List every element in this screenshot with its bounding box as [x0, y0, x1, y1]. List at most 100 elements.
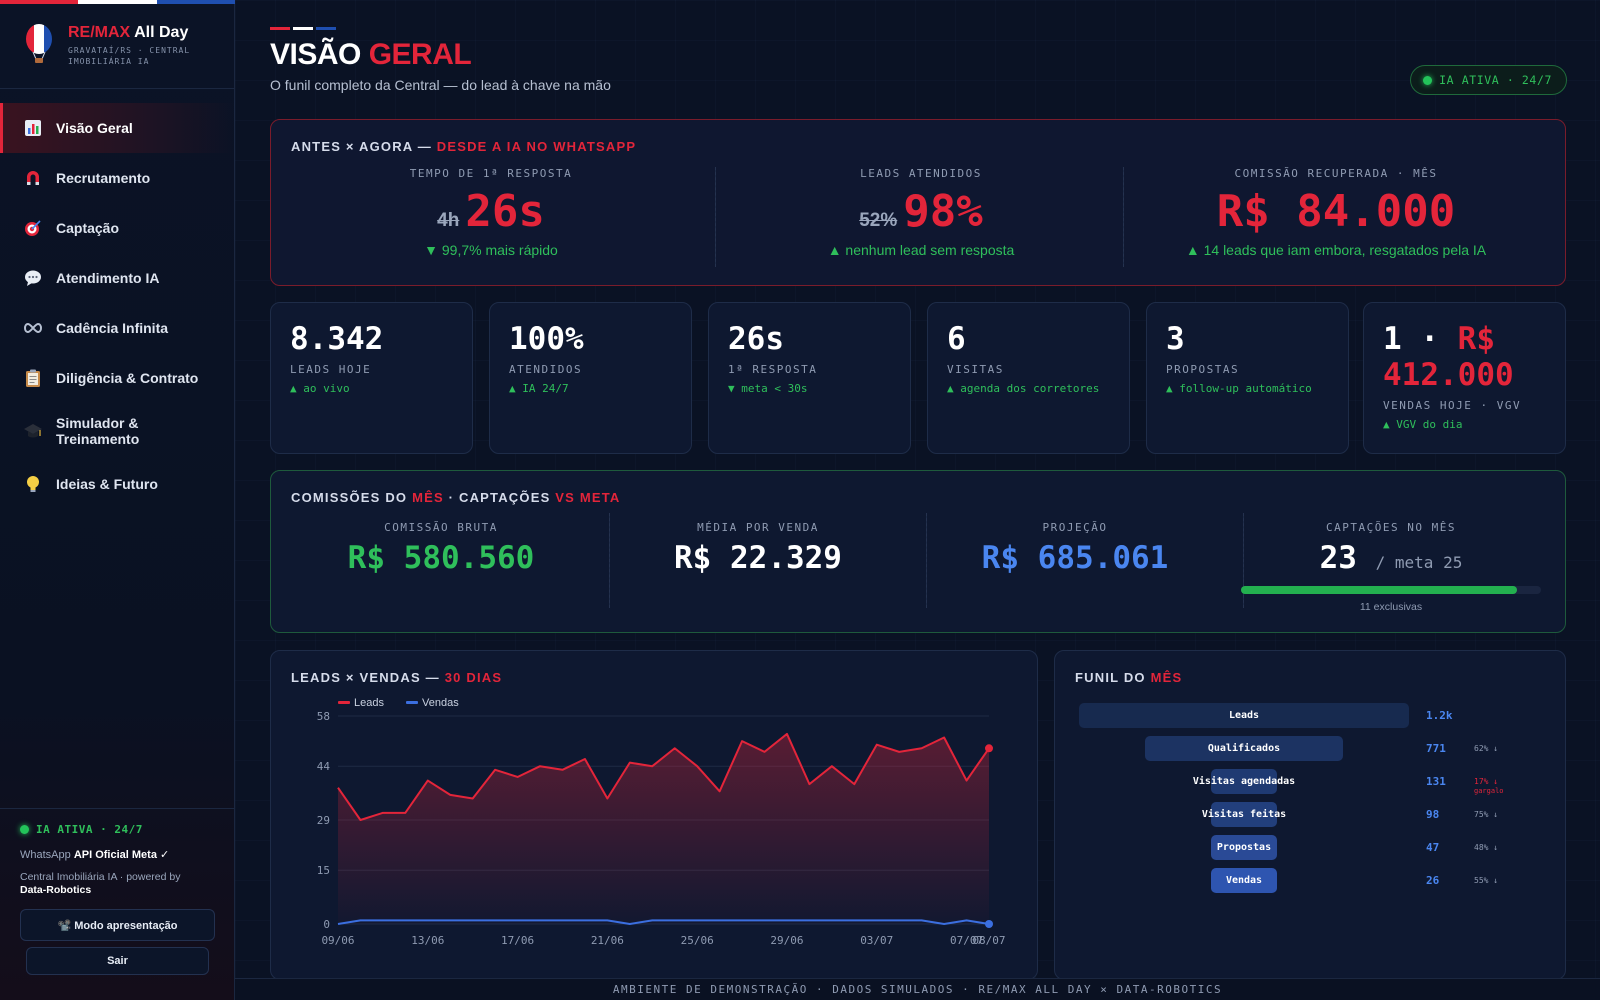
kpi-label: 1ª RESPOSTA: [728, 363, 818, 376]
status-dot-icon: [20, 825, 29, 834]
leads-vendas-chart: 0 15 29 44 58 09/06 13/06 17/06 21/06 25/06 29/06 0…: [317, 697, 1006, 947]
kpi-value: 8.342: [290, 321, 384, 357]
legend-label: Leads: [354, 697, 384, 709]
metric-label: MÉDIA POR VENDA: [697, 521, 819, 534]
chart-title: LEADS × VENDAS — 30 DIAS: [291, 670, 503, 685]
divider: [0, 88, 235, 89]
ia-status-text: IA ATIVA · 24/7: [36, 823, 143, 836]
metric-leads-atendidos: LEADS ATENDIDOS 52% 98% ▲ nenhum lead se…: [721, 167, 1121, 258]
leads-vendas-chart-card: LEADS × VENDAS — 30 DIAS 0 15 29 44 58 09/06 1…: [270, 650, 1038, 980]
target-icon: [22, 217, 44, 239]
funnel-count: 26: [1426, 874, 1440, 887]
kpi-atendidos: 100% ATENDIDOS ▲ IA 24/7: [489, 302, 692, 454]
antes-agora-card: ANTES × AGORA — DESDE A IA NO WHATSAPP T…: [270, 119, 1566, 286]
sidebar-item-label: Simulador & Treinamento: [56, 415, 140, 447]
funnel-count: 131: [1426, 775, 1446, 788]
comissao-bruta: COMISSÃO BRUTA R$ 580.560: [291, 521, 591, 576]
captacoes-no-mes: CAPTAÇÕES NO MÊS 23 / meta 25: [1241, 521, 1541, 581]
x-tick-label: 03/07: [860, 934, 893, 947]
metric-label: COMISSÃO BRUTA: [384, 521, 498, 534]
kpi-value: 26s: [728, 321, 784, 357]
sidebar: RE/MAX All Day GRAVATAÍ/RS · CENTRAL IMO…: [0, 0, 235, 1000]
card-title: ANTES × AGORA — DESDE A IA NO WHATSAPP: [291, 139, 637, 154]
metric-note: ▲ nenhum lead sem resposta: [827, 242, 1015, 258]
metric-note: ▲ 14 leads que iam embora, resgatados pe…: [1185, 242, 1487, 258]
divider: [1243, 513, 1244, 608]
funnel-stage: Qualificados 771 62% ↓: [1055, 736, 1567, 764]
funnel-bar: Visitas agendadas: [1193, 769, 1295, 794]
sidebar-footer: IA ATIVA · 24/7 WhatsApp API Oficial Met…: [0, 808, 235, 975]
kpi-note: ▼ meta < 30s: [728, 382, 808, 395]
divider: [715, 167, 716, 267]
leads-line: [337, 732, 990, 821]
funnel-count: 98: [1426, 808, 1440, 821]
page-subtitle: O funil completo da Central — do lead à …: [270, 77, 611, 93]
funnel-bar: Vendas: [1211, 868, 1277, 893]
sidebar-item-ideias[interactable]: Ideias & Futuro: [0, 459, 235, 509]
sidebar-item-label: Cadência Infinita: [56, 320, 169, 336]
kpi-primeira-resposta: 26s 1ª RESPOSTA ▼ meta < 30s: [708, 302, 911, 454]
logout-button[interactable]: Sair: [26, 947, 209, 975]
legend-label: Vendas: [422, 697, 459, 709]
y-tick-label: 58: [317, 710, 330, 723]
x-tick-label: 08/07: [972, 934, 1005, 947]
kpi-value: 1 · R$ 412.000: [1383, 321, 1514, 393]
lightbulb-icon: [22, 473, 44, 495]
sidebar-item-cadencia-infinita[interactable]: Cadência Infinita: [0, 303, 235, 353]
metric-value: 52% 98%: [721, 188, 1121, 236]
y-tick-label: 44: [317, 760, 331, 773]
metric-value: R$ 84.000: [1121, 188, 1551, 236]
metric-comissao-recuperada: COMISSÃO RECUPERADA · MÊS R$ 84.000 ▲ 14…: [1121, 167, 1551, 258]
metric-note: ▼ 99,7% mais rápido: [424, 242, 558, 258]
sidebar-item-captacao[interactable]: Captação: [0, 203, 235, 253]
funnel-count: 1.2k: [1426, 709, 1453, 722]
title-flag: [270, 27, 336, 30]
brand[interactable]: RE/MAX All Day GRAVATAÍ/RS · CENTRAL IMO…: [24, 24, 208, 67]
kpi-note: ▲ ao vivo: [290, 382, 350, 395]
new-value: 98%: [903, 186, 983, 237]
x-tick-label: 17/06: [501, 934, 534, 947]
sidebar-item-atendimento-ia[interactable]: Atendimento IA: [0, 253, 235, 303]
new-value: 26s: [465, 186, 545, 237]
sidebar-item-simulador[interactable]: Simulador & Treinamento: [0, 403, 235, 459]
funnel-bar: Propostas: [1211, 835, 1277, 860]
legend-swatch: [338, 701, 350, 704]
hot-air-balloon-logo-icon: [24, 24, 54, 63]
kpi-note: ▲ IA 24/7: [509, 382, 569, 395]
leads-last-point: [985, 744, 993, 753]
sidebar-nav: Visão Geral Recrutamento Captação Atendi…: [0, 103, 235, 509]
ia-status-badge: IA ATIVA · 24/7: [20, 823, 215, 836]
sidebar-item-diligencia[interactable]: Diligência & Contrato: [0, 353, 235, 403]
footer-disclaimer: AMBIENTE DE DEMONSTRAÇÃO · DADOS SIMULAD…: [235, 978, 1600, 1000]
funnel-count: 771: [1426, 742, 1446, 755]
sidebar-item-recrutamento[interactable]: Recrutamento: [0, 153, 235, 203]
metric-tempo-resposta: TEMPO DE 1ª RESPOSTA 4h 26s ▼ 99,7% mais…: [291, 167, 691, 258]
y-tick-label: 0: [323, 918, 330, 931]
divider: [1123, 167, 1124, 267]
metric-value: R$ 22.329: [674, 540, 842, 576]
presentation-mode-button[interactable]: 📽️ Modo apresentação: [20, 909, 215, 941]
kpi-label: VISITAS: [947, 363, 1004, 376]
brand-name: RE/MAX All Day: [68, 24, 189, 41]
kpi-note: ▲ VGV do dia: [1383, 418, 1463, 431]
comissoes-card: COMISSÕES DO MÊS · CAPTAÇÕES VS META COM…: [270, 470, 1566, 633]
sidebar-item-visao-geral[interactable]: Visão Geral: [0, 103, 235, 153]
kpi-label: VENDAS HOJE · VGV: [1383, 399, 1522, 412]
kpi-visitas: 6 VISITAS ▲ agenda dos corretores: [927, 302, 1130, 454]
x-tick-label: 21/06: [591, 934, 624, 947]
metric-label: TEMPO DE 1ª RESPOSTA: [409, 167, 573, 180]
kpi-value: 100%: [509, 321, 584, 357]
divider: [609, 513, 610, 608]
new-value: R$ 84.000: [1216, 186, 1456, 237]
funnel-conversion: 48% ↓: [1474, 843, 1499, 852]
kpi-vendas-hoje: 1 · R$ 412.000 VENDAS HOJE · VGV ▲ VGV d…: [1363, 302, 1566, 454]
x-tick-label: 13/06: [411, 934, 444, 947]
funnel-stage: Visitas feitas 98 75% ↓: [1055, 802, 1567, 830]
leads-area: [338, 733, 989, 924]
legend-swatch: [406, 701, 418, 704]
powered-by: Central Imobiliária IA · powered by Data-…: [20, 871, 181, 896]
ia-status-pill: IA ATIVA · 24/7: [1410, 65, 1567, 95]
x-tick-label: 09/06: [321, 934, 354, 947]
status-dot-icon: [1423, 75, 1433, 85]
kpi-note: ▲ agenda dos corretores: [947, 382, 1100, 395]
